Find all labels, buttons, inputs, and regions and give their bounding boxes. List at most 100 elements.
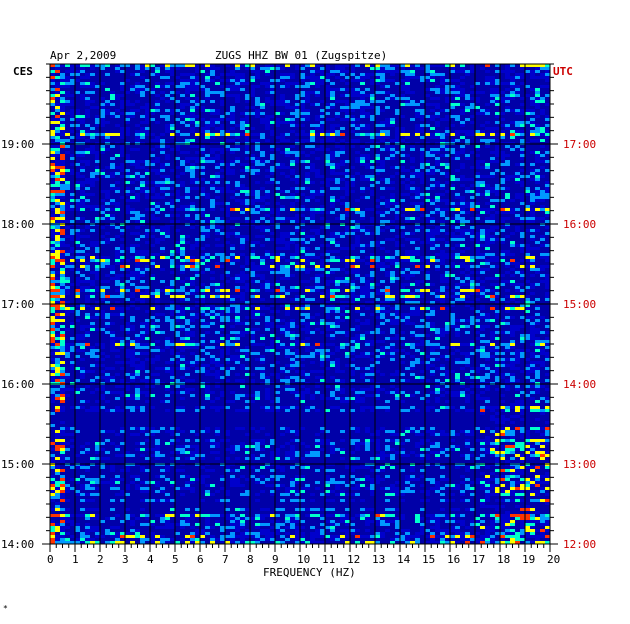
spectrogram-cell xyxy=(390,322,395,325)
spectrogram-cell xyxy=(70,124,75,127)
spectrogram-cell xyxy=(185,367,190,370)
spectrogram-cell xyxy=(50,154,55,157)
spectrogram-cell xyxy=(165,175,170,178)
spectrogram-cell xyxy=(380,160,385,163)
spectrogram-cell xyxy=(140,322,145,325)
spectrogram-cell xyxy=(445,322,450,325)
spectrogram-cell xyxy=(545,208,550,211)
spectrogram-cell xyxy=(225,232,230,235)
spectrogram-cell xyxy=(420,265,425,268)
spectrogram-cell xyxy=(435,331,440,334)
spectrogram-cell xyxy=(205,235,210,238)
spectrogram-cell xyxy=(210,112,215,115)
spectrogram-cell xyxy=(320,121,325,124)
spectrogram-cell xyxy=(485,343,490,346)
spectrogram-cell xyxy=(200,187,205,190)
spectrogram-cell xyxy=(395,226,400,229)
spectrogram-cell xyxy=(390,64,395,67)
spectrogram-cell xyxy=(485,352,490,355)
spectrogram-cell xyxy=(210,160,215,163)
spectrogram-cell xyxy=(185,208,190,211)
spectrogram-cell xyxy=(50,265,55,268)
spectrogram-cell xyxy=(130,343,135,346)
spectrogram-cell xyxy=(445,295,450,298)
spectrogram-cell xyxy=(360,355,365,358)
spectrogram-cell xyxy=(495,295,500,298)
spectrogram-cell xyxy=(70,256,75,259)
spectrogram-cell xyxy=(330,127,335,130)
spectrogram-cell xyxy=(345,106,350,109)
spectrogram-cell xyxy=(445,130,450,133)
spectrogram-cell xyxy=(100,148,105,151)
spectrogram-cell xyxy=(95,85,100,88)
spectrogram-cell xyxy=(180,271,185,274)
spectrogram-cell xyxy=(320,148,325,151)
spectrogram-cell xyxy=(295,214,300,217)
spectrogram-cell xyxy=(225,139,230,142)
spectrogram-cell xyxy=(205,193,210,196)
spectrogram-cell xyxy=(55,106,60,109)
spectrogram-cell xyxy=(545,160,550,163)
spectrogram-cell xyxy=(520,196,525,199)
spectrogram-cell xyxy=(175,190,180,193)
spectrogram-cell xyxy=(335,349,340,352)
spectrogram-cell xyxy=(290,106,295,109)
spectrogram-cell xyxy=(410,334,415,337)
spectrogram-cell xyxy=(275,265,280,268)
spectrogram-cell xyxy=(540,193,545,196)
spectrogram-cell xyxy=(175,346,180,349)
spectrogram-cell xyxy=(295,190,300,193)
spectrogram-cell xyxy=(475,238,480,241)
spectrogram-cell xyxy=(265,85,270,88)
spectrogram-cell xyxy=(545,295,550,298)
spectrogram-cell xyxy=(225,313,230,316)
spectrogram-cell xyxy=(390,337,395,340)
spectrogram-cell xyxy=(265,214,270,217)
spectrogram-cell xyxy=(125,100,130,103)
spectrogram-cell xyxy=(260,106,265,109)
spectrogram-cell xyxy=(535,268,540,271)
spectrogram-cell xyxy=(135,91,140,94)
spectrogram-cell xyxy=(225,133,230,136)
spectrogram-cell xyxy=(235,148,240,151)
spectrogram-cell xyxy=(495,301,500,304)
spectrogram-cell xyxy=(415,265,420,268)
spectrogram-cell xyxy=(445,358,450,361)
spectrogram-cell xyxy=(230,151,235,154)
spectrogram-cell xyxy=(510,79,515,82)
spectrogram-cell xyxy=(500,274,505,277)
spectrogram-cell xyxy=(240,169,245,172)
spectrogram-cell xyxy=(100,172,105,175)
spectrogram-cell xyxy=(145,127,150,130)
spectrogram-cell xyxy=(390,349,395,352)
spectrogram-cell xyxy=(310,346,315,349)
spectrogram-cell xyxy=(515,181,520,184)
spectrogram-cell xyxy=(415,67,420,70)
spectrogram-cell xyxy=(385,220,390,223)
spectrogram-cell xyxy=(185,217,190,220)
spectrogram-cell xyxy=(335,88,340,91)
spectrogram-cell xyxy=(480,289,485,292)
spectrogram-cell xyxy=(490,205,495,208)
spectrogram-cell xyxy=(245,163,250,166)
spectrogram-cell xyxy=(290,274,295,277)
spectrogram-cell xyxy=(350,103,355,106)
spectrogram-cell xyxy=(230,259,235,262)
spectrogram-cell xyxy=(245,301,250,304)
spectrogram-cell xyxy=(500,229,505,232)
spectrogram-cell xyxy=(100,109,105,112)
spectrogram-cell xyxy=(190,325,195,328)
spectrogram-cell xyxy=(430,241,435,244)
spectrogram-cell xyxy=(255,97,260,100)
spectrogram-cell xyxy=(50,172,55,175)
spectrogram-cell xyxy=(290,262,295,265)
spectrogram-cell xyxy=(510,259,515,262)
spectrogram-cell xyxy=(175,325,180,328)
spectrogram-cell xyxy=(225,187,230,190)
spectrogram-cell xyxy=(85,148,90,151)
spectrogram-cell xyxy=(540,127,545,130)
spectrogram-cell xyxy=(65,286,70,289)
spectrogram-cell xyxy=(135,163,140,166)
spectrogram-cell xyxy=(470,178,475,181)
spectrogram-cell xyxy=(405,274,410,277)
